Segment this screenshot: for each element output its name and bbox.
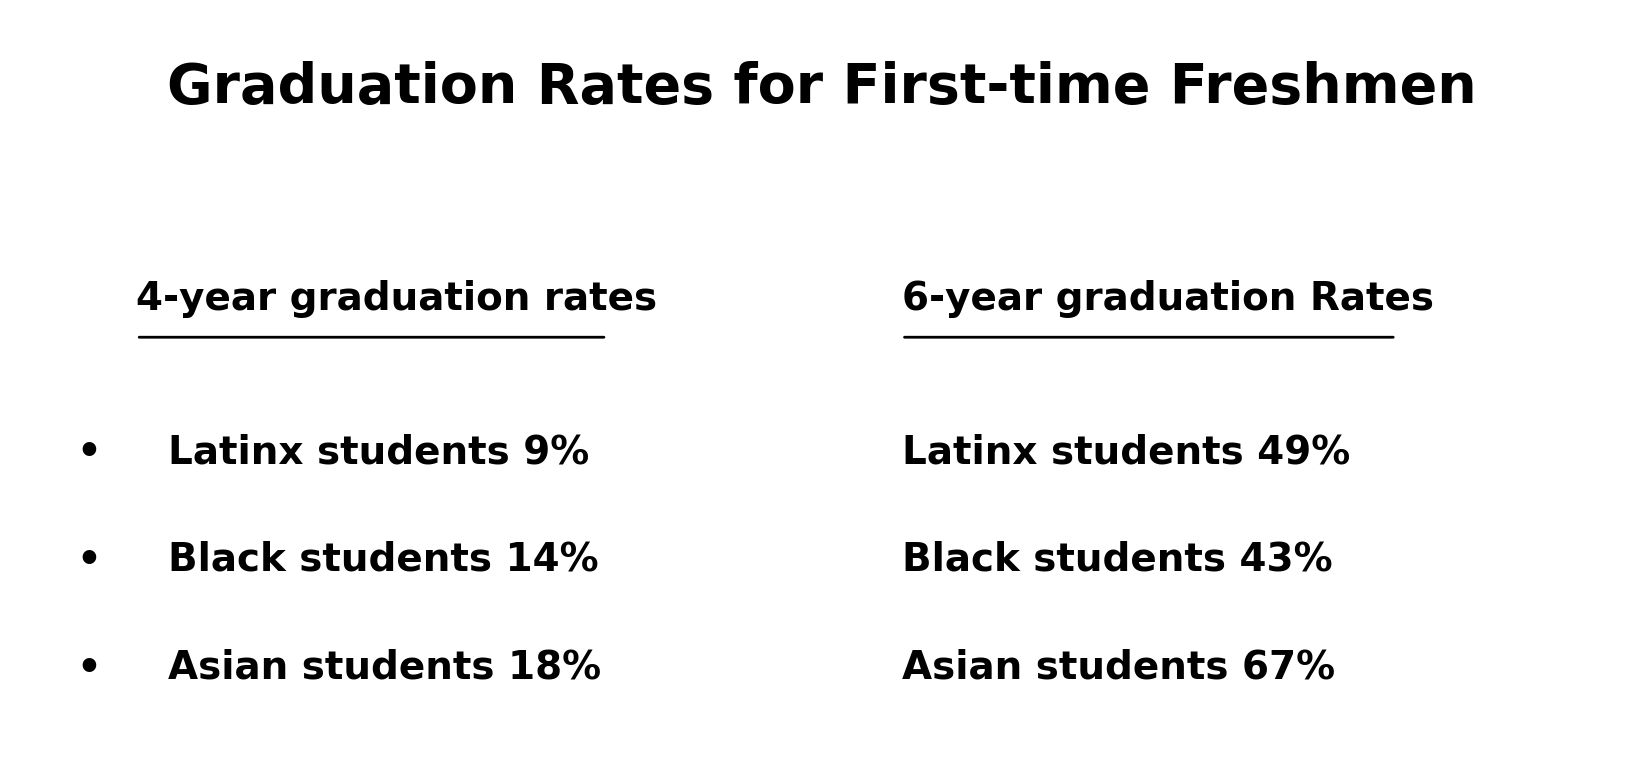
Text: Asian students 18%: Asian students 18% — [168, 648, 602, 687]
Text: Latinx students 49%: Latinx students 49% — [901, 433, 1350, 472]
Text: Asian students 67%: Asian students 67% — [901, 648, 1335, 687]
Text: Graduation Rates for First-time Freshmen: Graduation Rates for First-time Freshmen — [168, 61, 1476, 115]
Text: •: • — [76, 433, 100, 472]
Text: •: • — [76, 648, 100, 687]
Text: 4-year graduation rates: 4-year graduation rates — [136, 280, 658, 317]
Text: Latinx students 9%: Latinx students 9% — [168, 433, 590, 472]
Text: 6-year graduation Rates: 6-year graduation Rates — [901, 280, 1434, 317]
Text: •: • — [76, 541, 100, 579]
Text: Black students 43%: Black students 43% — [901, 541, 1332, 579]
Text: Black students 14%: Black students 14% — [168, 541, 598, 579]
